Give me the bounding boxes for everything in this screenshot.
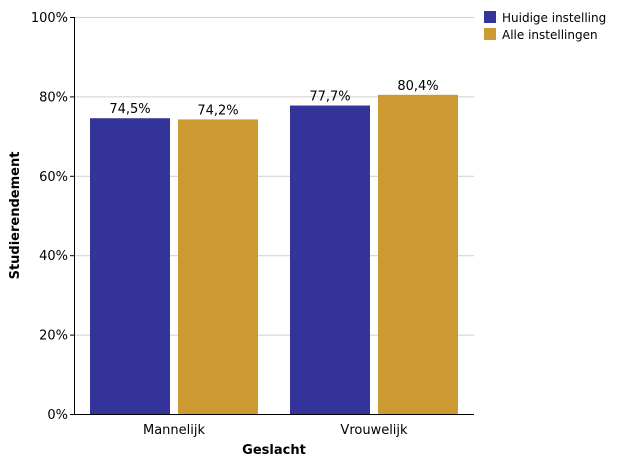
y-tick-label: 80%: [39, 90, 68, 105]
data-labels: 74,5% 74,2% 77,7% 80,4%: [109, 79, 438, 119]
legend-swatch-huidige-instelling: [484, 11, 496, 23]
data-label: 80,4%: [397, 79, 438, 94]
legend-label-alle-instellingen: Alle instellingen: [502, 28, 598, 42]
y-tick-label: 100%: [31, 11, 68, 26]
y-tick-label: 40%: [39, 249, 68, 264]
data-label: 74,2%: [197, 103, 238, 118]
y-tick-label: 0%: [47, 408, 68, 423]
x-tick-label: Vrouwelijk: [340, 423, 408, 438]
y-tick-label: 60%: [39, 170, 68, 185]
axes: [74, 17, 474, 415]
bar-huidige-instelling-mannelijk: [90, 118, 170, 415]
y-tick-labels: 0% 20% 40% 60% 80% 100%: [31, 11, 68, 423]
y-tick-label: 20%: [39, 329, 68, 344]
data-label: 74,5%: [109, 102, 150, 117]
x-axis-title: Geslacht: [242, 443, 306, 458]
bar-alle-instellingen-mannelijk: [178, 119, 258, 415]
bar-huidige-instelling-vrouwelijk: [290, 105, 370, 414]
bar-alle-instellingen-vrouwelijk: [378, 94, 458, 414]
x-tick-labels: Mannelijk Vrouwelijk: [143, 423, 408, 438]
x-tick-label: Mannelijk: [143, 423, 205, 438]
legend-label-huidige-instelling: Huidige instelling: [502, 11, 606, 25]
legend: Huidige instelling Alle instellingen: [484, 11, 606, 42]
data-label: 77,7%: [309, 90, 350, 105]
legend-swatch-alle-instellingen: [484, 28, 496, 40]
bars: [90, 94, 458, 415]
y-axis-title: Studierendement: [8, 152, 23, 280]
